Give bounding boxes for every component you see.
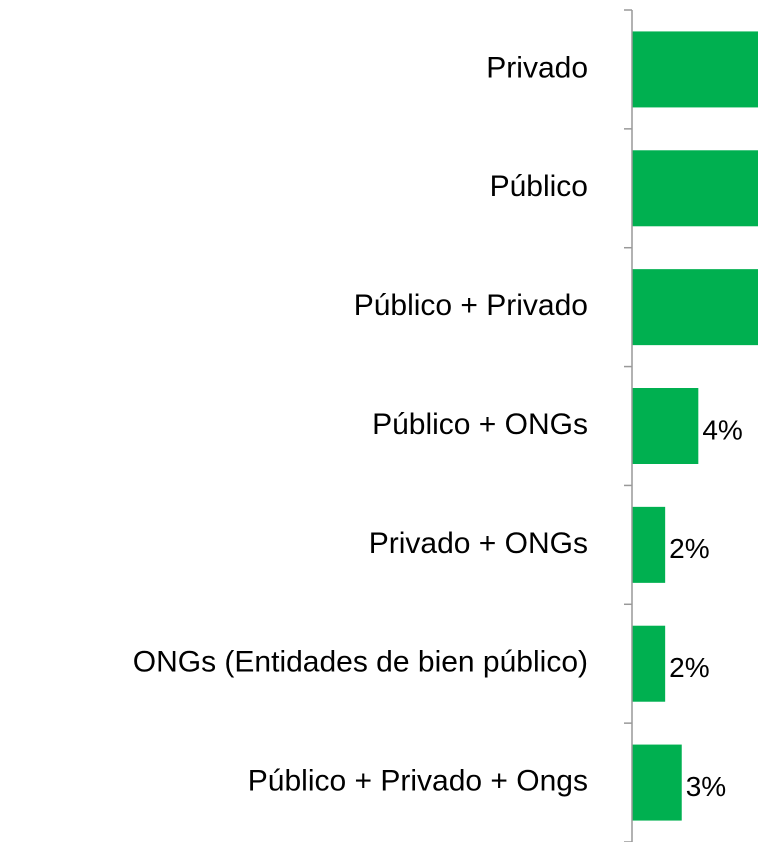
bar [632, 269, 758, 346]
bar [632, 744, 682, 821]
category-label: Público + ONGs [372, 408, 588, 441]
bar [632, 506, 666, 583]
data-label: 2% [669, 533, 709, 564]
bar [632, 388, 699, 464]
bar [632, 150, 758, 227]
category-label: Público [490, 170, 588, 203]
category-label: Privado + ONGs [369, 527, 588, 560]
category-label: Público + Privado + Ongs [248, 764, 588, 797]
data-label: 2% [669, 652, 709, 683]
bar [632, 625, 666, 702]
category-label: ONGs (Entidades de bien público) [133, 646, 588, 679]
bar [632, 31, 758, 108]
data-label: 4% [702, 414, 742, 445]
category-label: Privado [486, 51, 588, 84]
data-label: 3% [686, 771, 726, 802]
category-label: Público + Privado [354, 289, 588, 322]
